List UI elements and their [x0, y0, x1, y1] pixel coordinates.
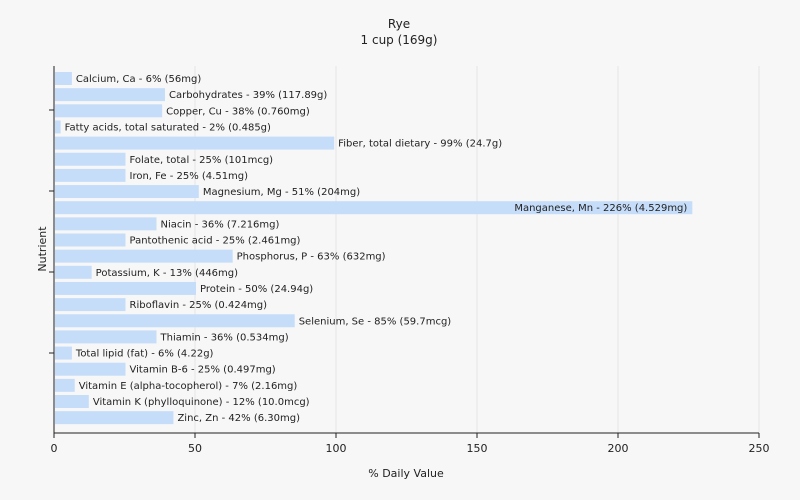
- bars: [55, 72, 693, 425]
- bar: [55, 298, 126, 312]
- bar: [55, 395, 89, 408]
- bar: [55, 168, 126, 182]
- x-tick-label: 150: [467, 442, 488, 455]
- bar-label: Niacin - 36% (7.216mg): [161, 219, 280, 230]
- bar-label: Potassium, K - 13% (446mg): [96, 268, 238, 279]
- bar: [55, 152, 126, 166]
- bar-label: Iron, Fe - 25% (4.51mg): [130, 171, 249, 182]
- bar: [55, 314, 295, 328]
- bar: [55, 378, 75, 392]
- bar-label: Pantothenic acid - 25% (2.461mg): [130, 236, 301, 247]
- bar-label: Manganese, Mn - 226% (4.529mg): [514, 203, 687, 214]
- bar-label: Total lipid (fat) - 6% (4.22g): [75, 349, 214, 360]
- x-axis-label: % Daily Value: [368, 467, 444, 480]
- bar-label: Copper, Cu - 38% (0.760mg): [166, 106, 310, 117]
- bar: [55, 72, 72, 85]
- x-tick-label: 250: [749, 442, 770, 455]
- axes: 0 50 100 150 200 250: [49, 66, 770, 455]
- bar-label: Fiber, total dietary - 99% (24.7g): [338, 139, 502, 150]
- bar: [55, 185, 199, 199]
- bar: [55, 136, 335, 150]
- bar: [55, 88, 165, 102]
- chart-subtitle: 1 cup (169g): [361, 33, 438, 47]
- bar: [55, 265, 92, 279]
- chart-title: Rye: [388, 17, 410, 31]
- bar-label: Magnesium, Mg - 51% (204mg): [203, 187, 360, 198]
- bar-label: Folate, total - 25% (101mcg): [130, 155, 274, 166]
- bar-label: Thiamin - 36% (0.534mg): [160, 332, 289, 343]
- bar-label: Carbohydrates - 39% (117.89g): [169, 90, 327, 101]
- y-axis-label: Nutrient: [36, 226, 49, 272]
- x-tick-label: 100: [326, 442, 347, 455]
- bar: [55, 249, 233, 263]
- bar-label: Vitamin B-6 - 25% (0.497mg): [130, 365, 276, 376]
- bar-label: Vitamin K (phylloquinone) - 12% (10.0mcg…: [93, 397, 310, 408]
- bar-label: Zinc, Zn - 42% (6.30mg): [177, 413, 300, 424]
- bar: [55, 346, 72, 360]
- bar: [55, 330, 157, 344]
- grid-lines: [194, 66, 760, 433]
- bar-label: Selenium, Se - 85% (59.7mcg): [299, 316, 452, 327]
- bar: [55, 233, 126, 247]
- bar-label: Phosphorus, P - 63% (632mg): [237, 252, 386, 263]
- bar-labels: Calcium, Ca - 6% (56mg) Carbohydrates - 3…: [65, 74, 688, 424]
- bar: [55, 411, 174, 425]
- bar: [55, 120, 61, 134]
- x-tick-label: 0: [51, 442, 58, 455]
- bar-label: Riboflavin - 25% (0.424mg): [130, 300, 268, 311]
- bar: [55, 201, 693, 215]
- bar-label: Protein - 50% (24.94g): [200, 284, 313, 295]
- bar-label: Fatty acids, total saturated - 2% (0.485…: [65, 122, 271, 133]
- bar: [55, 362, 126, 376]
- x-tick-label: 200: [608, 442, 629, 455]
- x-tick-label: 50: [188, 442, 202, 455]
- bar-label: Vitamin E (alpha-tocopherol) - 7% (2.16m…: [79, 381, 298, 392]
- bar: [55, 217, 157, 231]
- bar: [55, 104, 163, 118]
- bar: [55, 281, 196, 295]
- bar-label: Calcium, Ca - 6% (56mg): [76, 74, 201, 85]
